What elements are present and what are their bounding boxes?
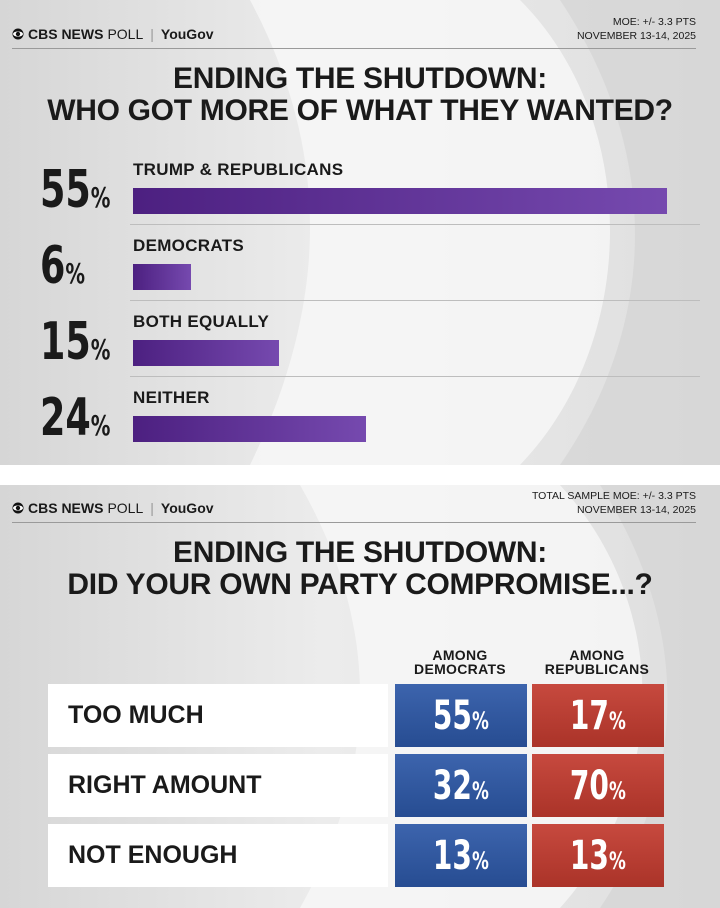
percent-text: 55%: [433, 693, 489, 739]
category-label: NEITHER: [133, 388, 210, 407]
unit: %: [90, 409, 111, 442]
subtitle: WHO GOT MORE OF WHAT THEY WANTED?: [47, 94, 673, 127]
logo-sep: |: [150, 500, 154, 516]
logo-name: CBS NEWS: [28, 500, 104, 516]
digits: 15: [40, 312, 91, 372]
unit: %: [472, 706, 489, 735]
row-separator: [130, 224, 700, 225]
row-label: RIGHT AMOUNT: [48, 754, 388, 817]
column-header: AMONG DEMOCRATS: [414, 647, 506, 677]
unit: %: [90, 181, 111, 214]
digits: 55: [40, 160, 91, 220]
percent-text: 15%: [40, 314, 110, 382]
logo-eye: [12, 502, 24, 514]
table-cell: 55%: [395, 684, 527, 747]
table-cell: 13%: [532, 824, 664, 887]
value-label: 15%: [40, 314, 130, 383]
subtitle: DID YOUR OWN PARTY COMPROMISE...?: [67, 568, 653, 601]
digits: 17: [570, 692, 610, 739]
category-label: BOTH EQUALLY: [133, 312, 270, 331]
table-cell: 13%: [395, 824, 527, 887]
logo-eye: [12, 28, 24, 40]
value-label: 24%: [40, 390, 130, 459]
value-label: 6%: [40, 238, 98, 307]
percent-text: 6%: [40, 238, 85, 306]
bar: [133, 340, 279, 366]
row-label: NOT ENOUGH: [48, 824, 388, 887]
percent-text: 13%: [570, 833, 626, 879]
digits: 55: [433, 692, 473, 739]
bar: [133, 264, 192, 290]
background: [560, 0, 720, 465]
table-cell: 70%: [532, 754, 664, 817]
logo: CBS NEWS POLL | YouGov: [12, 26, 214, 42]
logo-partner: YouGov: [160, 26, 214, 42]
title: ENDING THE SHUTDOWN:: [173, 536, 547, 569]
moe: MOE: +/- 3.3 PTS: [612, 16, 696, 28]
unit: %: [65, 257, 86, 290]
bar-panel: CBS NEWS POLL | YouGov MOE: +/- 3.3 PTS NOVEM…: [0, 0, 720, 465]
table-cell: 17%: [532, 684, 664, 747]
percent-text: 13%: [433, 833, 489, 879]
percent-text: 70%: [570, 763, 626, 809]
digits: 6: [40, 236, 66, 296]
row-separator: [130, 376, 700, 377]
value-label: 55%: [40, 162, 130, 231]
unit: %: [609, 776, 626, 805]
row-separator: [130, 300, 700, 301]
table-panel: CBS NEWS POLL | YouGov TOTAL SAMPLE MOE: +/-…: [0, 485, 720, 908]
logo-product: POLL: [107, 500, 144, 516]
logo-name: CBS NEWS: [28, 26, 104, 42]
unit: %: [609, 706, 626, 735]
percent-text: 32%: [433, 763, 489, 809]
logo-sep: |: [150, 26, 154, 42]
logo: CBS NEWS POLL | YouGov: [12, 500, 214, 516]
header-rule: [12, 522, 696, 523]
moe: TOTAL SAMPLE MOE: +/- 3.3 PTS: [531, 490, 696, 502]
digits: 24: [40, 388, 91, 448]
digits: 13: [570, 832, 610, 879]
percent-text: 24%: [40, 390, 110, 458]
bar: [133, 416, 366, 442]
table-cell: 32%: [395, 754, 527, 817]
category-label: TRUMP & REPUBLICANS: [133, 160, 344, 179]
unit: %: [90, 333, 111, 366]
percent-text: 55%: [40, 162, 110, 230]
date: NOVEMBER 13-14, 2025: [576, 30, 696, 42]
title: ENDING THE SHUTDOWN:: [173, 62, 547, 95]
unit: %: [472, 846, 489, 875]
digits: 32: [433, 762, 473, 809]
digits: 13: [433, 832, 473, 879]
category-label: DEMOCRATS: [133, 236, 244, 255]
unit: %: [609, 846, 626, 875]
header-rule: [12, 48, 696, 49]
column-header: AMONG REPUBLICANS: [544, 647, 650, 677]
bar: [133, 188, 667, 214]
logo-partner: YouGov: [160, 500, 214, 516]
row-label: TOO MUCH: [48, 684, 388, 747]
digits: 70: [570, 762, 610, 809]
logo-product: POLL: [107, 26, 144, 42]
unit: %: [472, 776, 489, 805]
percent-text: 17%: [570, 693, 626, 739]
date: NOVEMBER 13-14, 2025: [576, 504, 696, 516]
